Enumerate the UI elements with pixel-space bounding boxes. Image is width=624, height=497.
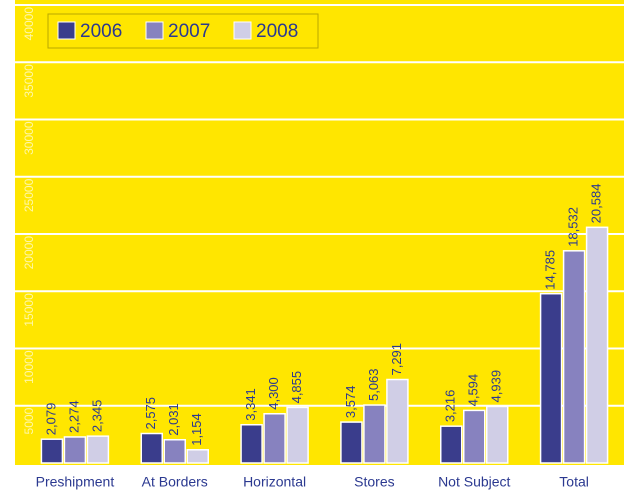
bar	[163, 438, 186, 464]
x-tick-label: Total	[559, 474, 589, 490]
value-label: 18,532	[566, 207, 581, 247]
y-tick-label: 20000	[22, 236, 36, 270]
legend-label: 2006	[80, 21, 122, 42]
x-tick-label: Stores	[354, 474, 394, 490]
value-label: 3,216	[443, 390, 458, 423]
y-tick-label: 5000	[22, 407, 36, 434]
bar	[386, 378, 409, 464]
y-tick-label: 40000	[22, 7, 36, 41]
y-tick-label: 30000	[22, 121, 36, 155]
bar	[240, 423, 263, 464]
plot-background	[15, 0, 624, 465]
bar	[363, 404, 386, 464]
value-label: 4,594	[466, 374, 481, 407]
x-tick-label: Preshipment	[36, 474, 115, 490]
value-label: 2,079	[43, 403, 58, 436]
value-label: 3,341	[243, 388, 258, 421]
bar	[286, 406, 309, 464]
y-tick-label: 10000	[22, 350, 36, 384]
bar	[486, 405, 509, 464]
x-tick-label: At Borders	[142, 474, 208, 490]
value-label: 14,785	[543, 250, 558, 290]
value-label: 5,063	[366, 368, 381, 401]
y-tick-label: 15000	[22, 293, 36, 327]
bar	[340, 421, 363, 464]
value-label: 20,584	[589, 184, 604, 224]
legend-swatch	[57, 21, 76, 40]
legend: 2006 2007 2008	[47, 13, 319, 49]
value-label: 2,274	[66, 400, 81, 433]
y-tick-label: 35000	[22, 64, 36, 98]
bar	[440, 425, 463, 464]
bar	[539, 292, 563, 464]
legend-label: 2008	[256, 21, 298, 42]
bar	[63, 436, 87, 464]
x-tick-label: Horizontal	[243, 474, 306, 490]
value-label: 2,031	[166, 403, 181, 436]
value-label: 3,574	[343, 386, 358, 419]
value-label: 4,300	[266, 377, 281, 410]
value-label: 2,345	[89, 400, 104, 433]
bar	[463, 409, 486, 464]
legend-swatch	[233, 21, 252, 40]
bar	[263, 413, 286, 464]
x-tick-label: Not Subject	[438, 474, 510, 490]
bar	[186, 449, 209, 464]
y-tick-label: 25000	[22, 178, 36, 212]
legend-label: 2007	[168, 21, 210, 42]
value-label: 2,575	[143, 397, 158, 430]
bar	[86, 435, 110, 464]
value-label: 1,154	[189, 413, 204, 446]
legend-swatch	[145, 21, 164, 40]
value-label: 7,291	[389, 343, 404, 376]
bar	[40, 438, 64, 464]
value-label: 4,855	[289, 371, 304, 404]
bar	[585, 226, 609, 464]
value-label: 4,939	[489, 370, 504, 403]
bar	[140, 432, 163, 464]
legend-box	[47, 13, 319, 49]
bar	[562, 250, 586, 464]
